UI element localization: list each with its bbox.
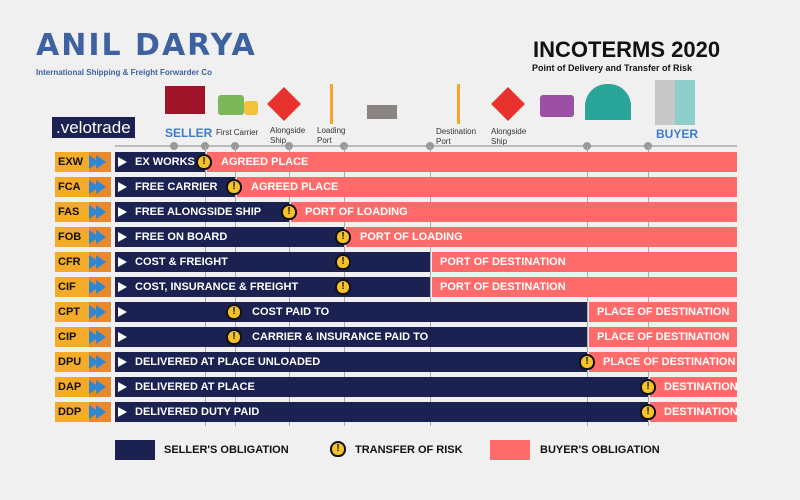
warning-icon: ! bbox=[226, 304, 242, 320]
seller-obligation-bar bbox=[115, 252, 430, 272]
warning-icon: ! bbox=[226, 329, 242, 345]
boxes-icon bbox=[267, 87, 301, 121]
buyer-obligation-bar: PORT OF LOADING bbox=[346, 227, 737, 247]
legend-seller-swatch bbox=[115, 440, 155, 460]
stop-loading-port: Loading Port bbox=[317, 126, 346, 145]
buyer-obligation-bar: PORT OF LOADING bbox=[291, 202, 737, 222]
seller-obligation-label: COST & FREIGHT bbox=[135, 256, 228, 268]
arrows-icon bbox=[89, 352, 111, 372]
crane-icon bbox=[457, 84, 460, 124]
stop-destination-port: Destination Port bbox=[436, 127, 477, 146]
arrows-icon bbox=[89, 327, 111, 347]
crane-icon bbox=[330, 84, 333, 124]
warning-icon: ! bbox=[335, 229, 351, 245]
buildings-icon bbox=[655, 80, 695, 125]
arrows-icon bbox=[89, 302, 111, 322]
factory-icon bbox=[165, 86, 205, 114]
incoterm-code: CIF bbox=[55, 277, 89, 297]
warehouse-icon bbox=[585, 84, 631, 120]
buyer-obligation-bar: DESTINATION bbox=[650, 402, 737, 422]
boxes-icon bbox=[491, 87, 525, 121]
seller-obligation-bar bbox=[115, 227, 344, 247]
incoterm-code: DPU bbox=[55, 352, 89, 372]
buyer-obligation-bar: AGREED PLACE bbox=[237, 177, 737, 197]
page-title: INCOTERMS 2020 bbox=[533, 37, 721, 62]
incoterm-code: CPT bbox=[55, 302, 89, 322]
delivery-truck-icon bbox=[540, 95, 574, 117]
incoterm-code: FCA bbox=[55, 177, 89, 197]
incoterm-code: DAP bbox=[55, 377, 89, 397]
grid-line bbox=[430, 146, 431, 426]
brand-logo: ANIL DARYA bbox=[36, 28, 257, 63]
partner-logo: .velotrade bbox=[52, 117, 135, 138]
legend-seller-label: SELLER'S OBLIGATION bbox=[164, 444, 289, 456]
brand-tagline: International Shipping & Freight Forward… bbox=[36, 68, 213, 77]
arrows-icon bbox=[89, 202, 111, 222]
arrows-icon bbox=[89, 377, 111, 397]
seller-obligation-bar bbox=[115, 152, 205, 172]
arrows-icon bbox=[89, 177, 111, 197]
seller-obligation-bar bbox=[115, 177, 235, 197]
seller-obligation-label: COST, INSURANCE & FREIGHT bbox=[135, 281, 299, 293]
seller-obligation-bar bbox=[115, 277, 430, 297]
buyer-obligation-bar: PLACE OF DESTINATION bbox=[589, 302, 737, 322]
buyer-obligation-bar: PORT OF DESTINATION bbox=[432, 277, 737, 297]
legend-risk-label: TRANSFER OF RISK bbox=[355, 444, 463, 456]
warning-icon: ! bbox=[335, 279, 351, 295]
seller-obligation-label: FREE ON BOARD bbox=[135, 231, 228, 243]
incoterm-code: FOB bbox=[55, 227, 89, 247]
buyer-obligation-bar: PLACE OF DESTINATION bbox=[589, 327, 737, 347]
ship-plane-icon bbox=[367, 105, 397, 119]
warning-icon: ! bbox=[640, 404, 656, 420]
seller-obligation-label: DELIVERED DUTY PAID bbox=[135, 406, 260, 418]
seller-obligation-label: DELIVERED AT PLACE UNLOADED bbox=[135, 356, 321, 368]
stop-seller: SELLER bbox=[165, 126, 213, 140]
seller-obligation-label: DELIVERED AT PLACE bbox=[135, 381, 255, 393]
warning-icon: ! bbox=[330, 441, 346, 457]
stop-alongside-ship-destination: Alongside Ship bbox=[491, 127, 527, 146]
arrows-icon bbox=[89, 227, 111, 247]
seller-obligation-bar bbox=[115, 302, 587, 322]
warning-icon: ! bbox=[226, 179, 242, 195]
stop-buyer: BUYER bbox=[656, 127, 699, 141]
timeline-dot bbox=[170, 142, 178, 150]
legend-buyer-label: BUYER'S OBLIGATION bbox=[540, 444, 660, 456]
seller-obligation-bar bbox=[115, 202, 289, 222]
incoterm-code: CIP bbox=[55, 327, 89, 347]
incoterm-code: DDP bbox=[55, 402, 89, 422]
seller-obligation-label: CARRIER & INSURANCE PAID TO bbox=[252, 331, 429, 343]
stop-alongside-ship: Alongside Ship bbox=[270, 126, 306, 145]
seller-obligation-label: FREE ALONGSIDE SHIP bbox=[135, 206, 262, 218]
seller-obligation-label: COST PAID TO bbox=[252, 306, 330, 318]
buyer-obligation-bar: AGREED PLACE bbox=[207, 152, 737, 172]
seller-obligation-label: FREE CARRIER bbox=[135, 181, 218, 193]
buyer-obligation-bar: PLACE OF DESTINATION bbox=[589, 352, 737, 372]
arrows-icon bbox=[89, 402, 111, 422]
truck-cab-icon bbox=[244, 101, 258, 115]
seller-obligation-bar bbox=[115, 352, 587, 372]
seller-obligation-label: EX WORKS bbox=[135, 156, 195, 168]
legend-buyer-swatch bbox=[490, 440, 530, 460]
seller-obligation-bar bbox=[115, 377, 648, 397]
arrows-icon bbox=[89, 252, 111, 272]
warning-icon: ! bbox=[196, 154, 212, 170]
warning-icon: ! bbox=[335, 254, 351, 270]
truck-icon bbox=[218, 95, 244, 115]
seller-obligation-bar bbox=[115, 402, 648, 422]
arrows-icon bbox=[89, 152, 111, 172]
warning-icon: ! bbox=[579, 354, 595, 370]
warning-icon: ! bbox=[281, 204, 297, 220]
stop-first-carrier: First Carrier bbox=[216, 128, 259, 137]
buyer-obligation-bar: PORT OF DESTINATION bbox=[432, 252, 737, 272]
warning-icon: ! bbox=[640, 379, 656, 395]
incoterm-code: CFR bbox=[55, 252, 89, 272]
incoterm-code: EXW bbox=[55, 152, 89, 172]
incoterm-code: FAS bbox=[55, 202, 89, 222]
arrows-icon bbox=[89, 277, 111, 297]
buyer-obligation-bar: DESTINATION bbox=[650, 377, 737, 397]
page-subtitle: Point of Delivery and Transfer of Risk bbox=[532, 63, 693, 73]
